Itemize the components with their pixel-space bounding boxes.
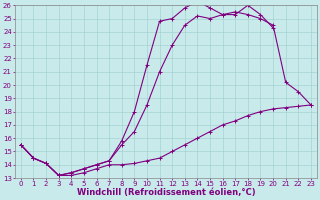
X-axis label: Windchill (Refroidissement éolien,°C): Windchill (Refroidissement éolien,°C) (76, 188, 255, 197)
